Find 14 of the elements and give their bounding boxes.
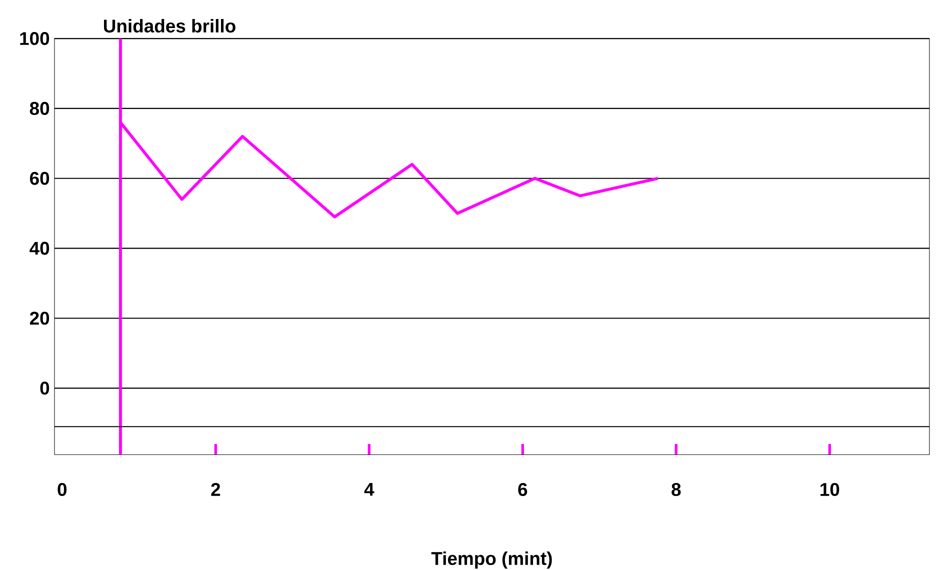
y-tick-label: 60 [30, 172, 50, 185]
x-tick-label: 8 [672, 482, 681, 496]
y-tick-label: 40 [30, 242, 50, 255]
x-tick-label: 6 [518, 482, 528, 496]
x-tick-label: 4 [364, 482, 374, 496]
y-tick-label: 0 [40, 382, 50, 395]
x-tick-label: 0 [58, 482, 67, 496]
x-axis-title: Tiempo (mint) [431, 551, 552, 569]
y-axis-title: Unidades brillo [104, 18, 236, 32]
x-tick-label: 2 [211, 482, 220, 496]
x-tick-label: 10 [820, 482, 840, 496]
y-tick-label: 80 [30, 102, 50, 115]
y-tick-label: 100 [20, 32, 50, 45]
y-tick-label: 20 [30, 312, 50, 325]
